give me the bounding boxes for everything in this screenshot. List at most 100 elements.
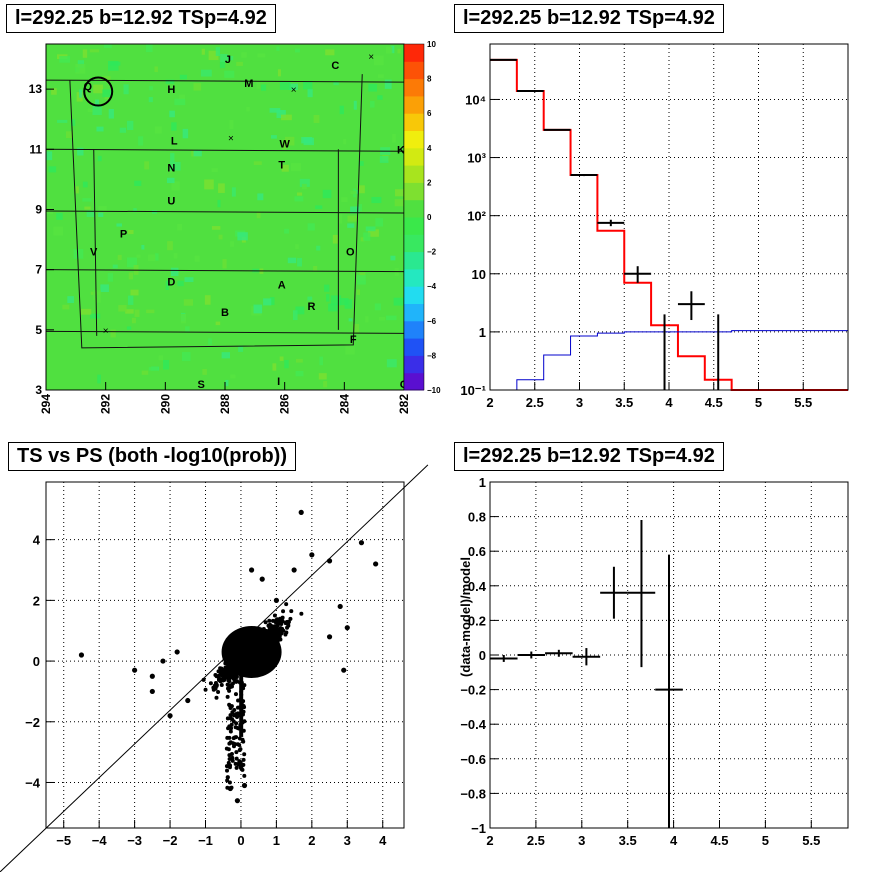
scatter-point	[241, 699, 246, 704]
scatter-point	[167, 713, 173, 719]
scatter-point	[235, 714, 240, 719]
map-source-label: K	[397, 144, 405, 156]
scatter-point	[248, 567, 255, 573]
map-pixel	[138, 136, 144, 146]
map-source-label: Q	[83, 81, 92, 93]
colorbar-segment	[404, 303, 424, 322]
scatter-point	[227, 735, 232, 740]
map-pixel	[96, 126, 104, 132]
x-tick-label: 284	[337, 394, 351, 414]
map-pixel	[301, 183, 307, 190]
map-source-label: M	[244, 78, 253, 90]
scatter-point	[225, 768, 230, 773]
map-pixel	[98, 212, 104, 217]
map-pixel	[323, 381, 328, 388]
scatter-point	[273, 597, 279, 603]
map-pixel	[80, 308, 92, 315]
x-tick-label: 294	[39, 394, 53, 414]
map-pixel	[281, 114, 292, 121]
scatter-point	[261, 646, 266, 651]
scatter-point	[160, 658, 166, 664]
scatter-point	[266, 642, 271, 647]
map-pixel	[318, 373, 327, 380]
y-tick-label: 0.6	[468, 544, 486, 559]
map-pixel	[368, 83, 378, 92]
map-pixel	[97, 155, 102, 162]
map-pixel	[390, 255, 396, 261]
scatter-point	[272, 624, 277, 629]
scatter-point	[246, 670, 251, 675]
scatter-point	[241, 709, 246, 714]
scatter-point	[264, 630, 269, 635]
map-pixel	[257, 193, 264, 201]
scatter-point	[227, 702, 232, 707]
scatter-point	[291, 567, 297, 573]
map-pixel	[301, 137, 313, 144]
map-pixel	[270, 297, 275, 306]
map-pixel	[225, 379, 229, 387]
map-pixel	[127, 295, 134, 305]
scatter-point	[185, 697, 191, 704]
y-tick-label: 10³	[467, 151, 486, 166]
map-source-label: J	[225, 54, 231, 66]
sky-map-title: l=292.25 b=12.92 TSp=4.92	[6, 4, 276, 33]
y-tick-label: −4	[25, 775, 41, 790]
map-pixel	[92, 105, 102, 116]
scatter-point	[235, 662, 240, 667]
map-pixel	[333, 81, 339, 86]
scatter-point	[309, 552, 315, 558]
x-tick-label: −2	[163, 833, 178, 848]
map-source-label: D	[167, 277, 175, 289]
map-pixel	[345, 346, 355, 355]
scatter-point	[240, 767, 245, 772]
map-pixel	[148, 367, 158, 371]
scatter-point	[238, 713, 243, 718]
colorbar-tick-label: −6	[427, 317, 437, 326]
map-pixel	[284, 136, 295, 146]
map-pixel	[145, 44, 153, 53]
scatter-point	[227, 780, 232, 785]
map-pixel	[217, 199, 221, 208]
scatter-point	[272, 613, 277, 618]
scatter-point	[219, 682, 224, 687]
scatter-point	[248, 647, 253, 652]
map-pixel	[284, 359, 289, 369]
map-pixel	[73, 249, 84, 259]
scatter-point	[284, 602, 289, 607]
scatter-point	[233, 674, 238, 679]
map-pixel	[62, 304, 70, 310]
map-pixel	[126, 257, 138, 268]
map-pixel	[385, 46, 393, 54]
map-pixel	[154, 126, 162, 134]
y-tick-label: 0.4	[468, 579, 487, 594]
map-pixel	[100, 284, 109, 293]
map-pixel	[220, 53, 228, 62]
scatter-point	[238, 645, 243, 650]
scatter-point	[289, 609, 294, 614]
map-pixel	[98, 206, 107, 213]
map-pixel	[148, 97, 153, 103]
colorbar-tick-label: −10	[427, 386, 441, 395]
scatter-point	[222, 676, 227, 681]
scatter-point	[216, 689, 221, 694]
scatter-point	[228, 740, 233, 745]
map-pixel	[307, 223, 315, 231]
y-tick-label: 2	[33, 593, 40, 608]
map-pixel	[146, 309, 155, 314]
scatter-point	[344, 625, 350, 631]
x-tick-label: 5.5	[802, 833, 820, 848]
scatter-point	[285, 619, 290, 624]
x-tick-label: 3.5	[615, 395, 633, 410]
colorbar-segment	[404, 199, 424, 218]
map-pixel	[82, 49, 88, 58]
spectrum-chart: 2 2.5 3 3.5 4 4.5 5 5.5 10⁻¹ 1 10 10² 10³ 10⁴	[460, 43, 849, 410]
map-pixel	[257, 53, 266, 58]
scatter-point	[268, 632, 273, 637]
y-tick-label: 10²	[467, 209, 486, 224]
map-pixel	[276, 46, 280, 51]
map-pixel	[90, 313, 101, 319]
map-boundary-line	[45, 148, 405, 152]
map-pixel	[294, 48, 300, 53]
map-pixel	[166, 177, 175, 184]
map-pixel	[282, 139, 287, 150]
